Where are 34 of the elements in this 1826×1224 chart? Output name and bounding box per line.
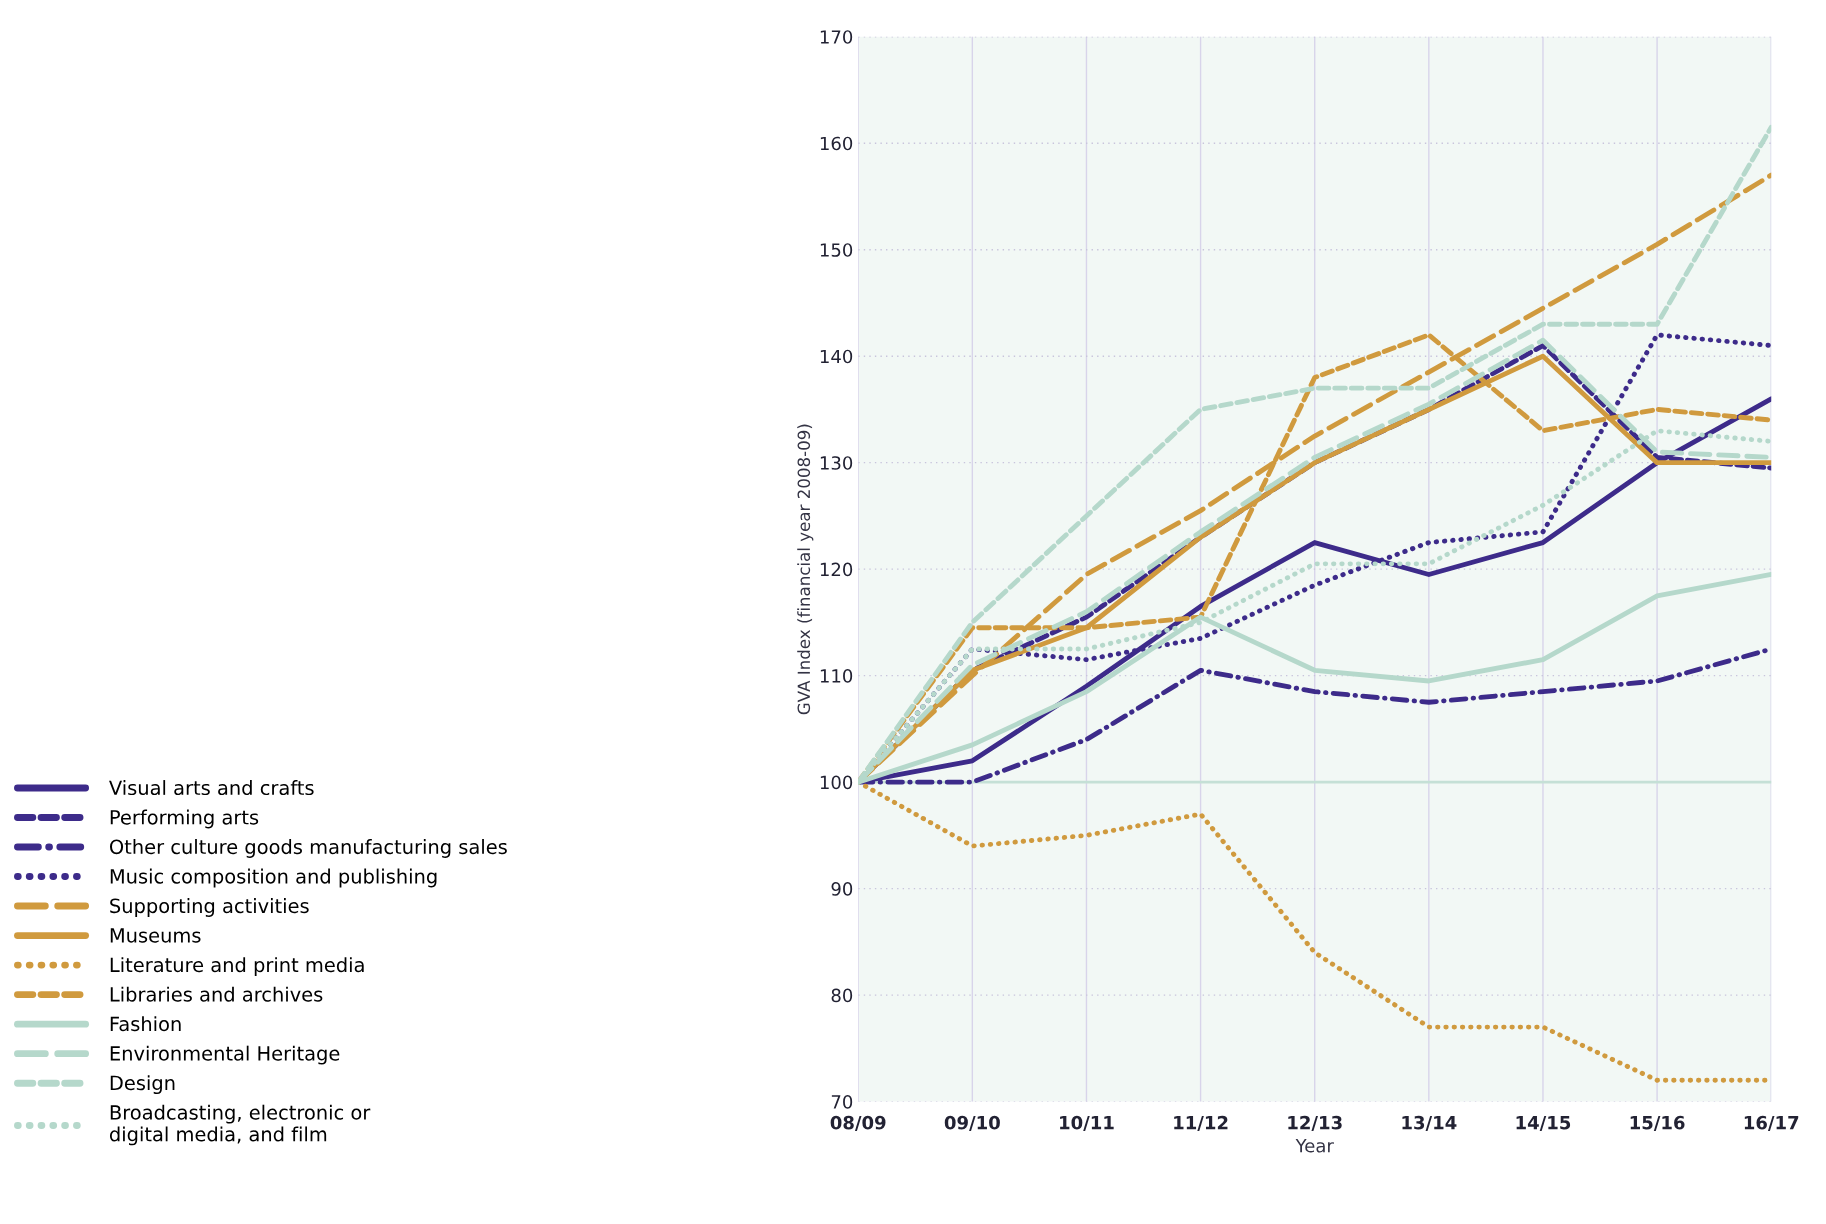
x-tick-label: 09/10 [944,1115,1000,1131]
y-tick-label: 100 [820,775,853,790]
y-axis-title: GVA Index (financial year 2008-09) [797,424,814,715]
y-tick-label: 120 [820,562,853,577]
y-tick-label: 70 [831,1095,853,1109]
y-tick-label: 150 [820,243,853,257]
y-tick-label: 170 [820,30,853,44]
legend-label: Museums [110,928,201,943]
legend-label: Other culture goods manufacturing sales [109,839,507,858]
y-tick-label: 90 [831,882,853,896]
x-tick-label: 11/12 [1174,1115,1228,1131]
y-tick-label: 140 [820,349,853,364]
x-tick-label: 15/16 [1630,1115,1685,1131]
legend-label: Design [110,1075,175,1095]
legend-label: Libraries and archives [110,986,323,1002]
legend-label: Fashion [110,1016,181,1032]
legend-label: Visual arts and crafts [109,780,314,796]
x-axis-title: Year [1295,1139,1334,1153]
y-tick-label: 110 [820,669,853,683]
x-tick-label: 10/11 [1060,1115,1114,1131]
legend-label: Broadcasting, electronic or digital media, and film [109,1104,371,1146]
x-tick-label: 16/17 [1744,1115,1799,1131]
y-tick-label: 160 [820,136,853,151]
y-tick-label: 130 [820,456,853,470]
legend-label: Performing arts [110,809,259,829]
legend-label: Environmental Heritage [110,1045,340,1065]
legend-label: Music composition and publishing [110,868,437,888]
y-tick-label: 80 [831,988,853,1003]
x-tick-label: 14/15 [1516,1116,1571,1131]
x-tick-label: 13/14 [1402,1115,1457,1131]
legend-label: Literature and print media [110,957,364,976]
legend-label: Supporting activities [110,898,309,917]
x-tick-label: 08/09 [830,1115,886,1131]
x-tick-label: 12/13 [1288,1115,1342,1131]
